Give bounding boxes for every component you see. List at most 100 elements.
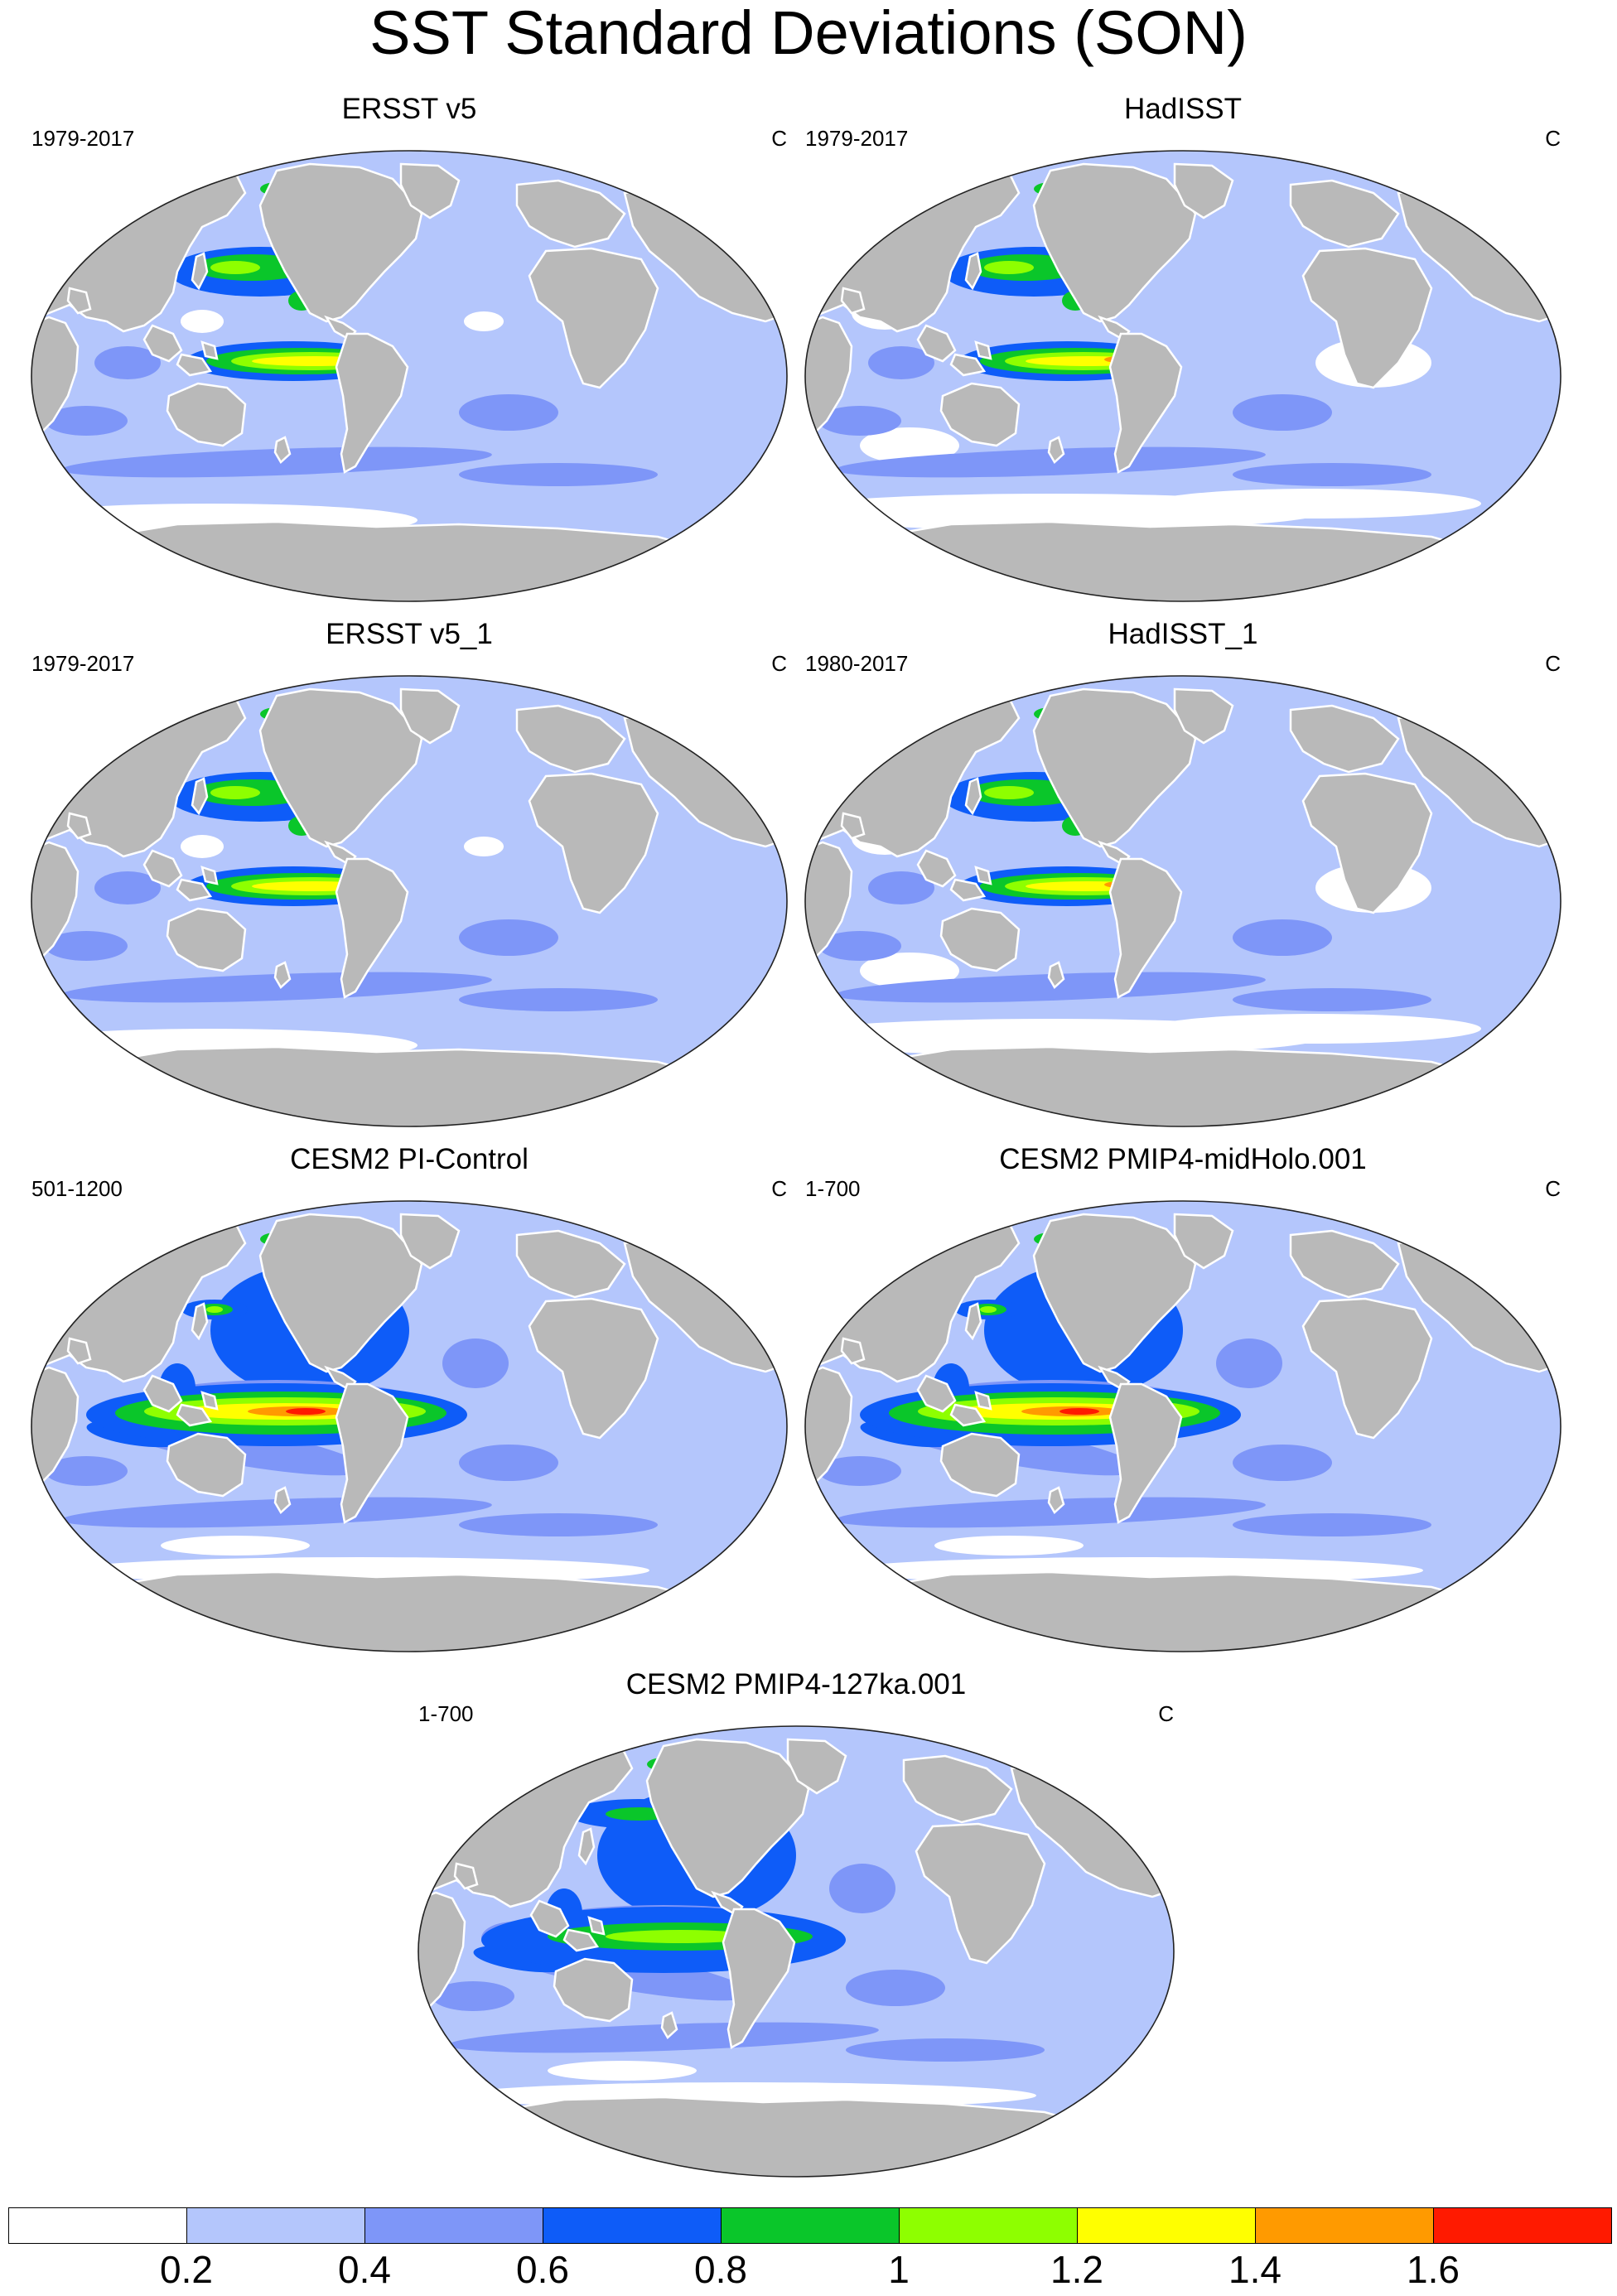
landmass — [200, 866, 219, 885]
indian-patch — [45, 931, 128, 961]
southern-band — [835, 972, 1266, 1003]
kuroshio-peak — [980, 1306, 997, 1313]
landmass — [453, 1862, 479, 1890]
sst-map — [804, 150, 1561, 602]
colorbar-box — [721, 2207, 900, 2244]
colorbar-label: 1.2 — [1050, 2248, 1103, 2291]
low-variance-band — [860, 427, 959, 464]
panel-units: C — [771, 126, 787, 151]
landmass — [258, 162, 423, 323]
landmass — [1047, 1486, 1065, 1514]
southern-band — [1233, 1513, 1431, 1536]
globe-outline — [804, 150, 1561, 602]
southern-band — [448, 2022, 879, 2053]
landmass — [1047, 436, 1065, 464]
indian-patch — [94, 871, 161, 904]
landmass — [1173, 687, 1234, 745]
atlantic-patch — [459, 1445, 558, 1481]
panel-period: 1980-2017 — [805, 651, 909, 676]
colorbar-label: 0.2 — [160, 2248, 213, 2291]
globe-outline — [418, 1725, 1175, 2178]
atlantic-patch — [459, 919, 558, 956]
low-variance-band — [860, 953, 959, 989]
sst-map — [31, 675, 788, 1127]
arctic-band — [74, 1227, 140, 1243]
landmass — [1289, 1229, 1400, 1299]
panel-title: ERSST v5 — [341, 93, 477, 125]
landmass — [939, 1432, 1021, 1498]
landmass — [964, 777, 982, 816]
landmass — [858, 1570, 1509, 1652]
landmass — [915, 1822, 1046, 1965]
low-variance-region — [181, 310, 224, 333]
sst-map — [31, 1200, 788, 1652]
kuroshio-peak — [206, 1306, 223, 1313]
low-variance-region — [161, 1536, 310, 1556]
sst-map — [804, 1200, 1561, 1652]
sst-map — [418, 1725, 1175, 2178]
panel-units: C — [771, 651, 787, 676]
arctic-patch — [1456, 724, 1523, 754]
landmass — [1032, 1213, 1197, 1373]
land-masses — [805, 687, 1561, 1126]
arctic-band — [74, 176, 140, 193]
arctic-patch — [1456, 199, 1523, 229]
southern-band — [835, 1497, 1266, 1528]
arctic-band — [847, 176, 914, 193]
landmass — [902, 1754, 1013, 1824]
colorbar-box — [543, 2207, 722, 2244]
colorbar-box — [8, 2207, 187, 2244]
north-pacific-peak — [984, 786, 1034, 799]
landmass — [84, 1570, 736, 1652]
landmass — [258, 687, 423, 848]
arctic-core — [88, 178, 118, 186]
panel-units: C — [1545, 1176, 1561, 1201]
panel-units: C — [771, 1176, 787, 1201]
landmass — [1047, 961, 1065, 989]
globe-outline — [31, 675, 788, 1127]
globe-outline — [31, 1200, 788, 1652]
sst-map — [31, 150, 788, 602]
landmass — [587, 1916, 606, 1936]
colorbar-box — [1255, 2207, 1434, 2244]
landmass — [840, 1337, 866, 1365]
southern-band — [1233, 988, 1431, 1011]
colorbar-label: 1.4 — [1228, 2248, 1282, 2291]
southern-band — [61, 446, 492, 478]
panel-period: 1-700 — [805, 1176, 861, 1201]
landmass — [273, 436, 292, 464]
colorbar — [8, 2207, 1612, 2244]
landmass — [191, 777, 209, 816]
north-pacific-peak — [210, 261, 260, 274]
atlantic-patch — [1233, 919, 1332, 956]
colorbar-label: 0.8 — [694, 2248, 747, 2291]
landmass — [335, 332, 409, 474]
panel-title: CESM2 PMIP4-midHolo.001 — [999, 1143, 1367, 1175]
landmass — [399, 162, 461, 219]
low-variance-region — [548, 2061, 697, 2081]
landmass — [939, 382, 1021, 447]
landmass — [66, 812, 92, 840]
colorbar-label: 0.6 — [516, 2248, 569, 2291]
landmass — [166, 907, 247, 972]
atlantic-patch — [846, 1970, 945, 2006]
colorbar-labels: 0.2 0.4 0.6 0.8 1 1.2 1.4 1.6 — [0, 2246, 1617, 2296]
map-panel-pi-control: CESM2 PI-Control 501-1200 C — [28, 1143, 790, 1657]
landmass — [66, 1337, 92, 1365]
landmass — [645, 1738, 810, 1898]
globe-outline — [804, 1200, 1561, 1652]
figure-title: SST Standard Deviations (SON) — [369, 0, 1248, 67]
low-variance-band — [1150, 1014, 1481, 1044]
indian-patch — [45, 1456, 128, 1486]
arctic-core — [475, 1753, 504, 1762]
landmass — [964, 1302, 982, 1341]
landmass — [528, 772, 659, 914]
map-panel-ersst-1: ERSST v5_1 1979-2017 C — [28, 618, 790, 1131]
panel-units: C — [1545, 651, 1561, 676]
landmass — [964, 252, 982, 291]
colorbar-box — [1077, 2207, 1256, 2244]
map-field — [805, 151, 1561, 601]
map-field — [805, 1201, 1561, 1652]
low-variance-region — [181, 835, 224, 858]
map-panel-hadisst: HadISST 1979-2017 C — [802, 93, 1564, 606]
